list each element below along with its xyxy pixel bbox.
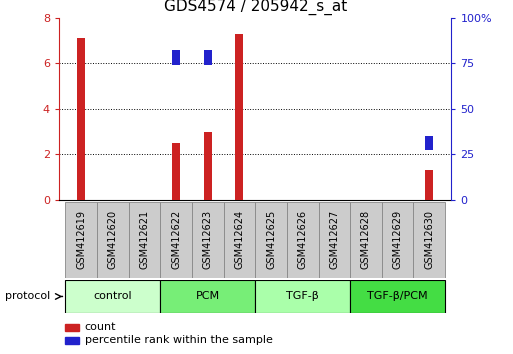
- FancyBboxPatch shape: [65, 280, 160, 313]
- Text: control: control: [93, 291, 132, 302]
- Text: GSM412626: GSM412626: [298, 210, 308, 269]
- FancyBboxPatch shape: [65, 202, 97, 278]
- Text: GSM412628: GSM412628: [361, 210, 371, 269]
- Bar: [172, 50, 180, 65]
- Text: GSM412619: GSM412619: [76, 210, 86, 269]
- FancyBboxPatch shape: [192, 202, 224, 278]
- FancyBboxPatch shape: [350, 280, 445, 313]
- Text: GSM412630: GSM412630: [424, 210, 435, 269]
- Bar: [204, 132, 212, 200]
- Text: GSM412625: GSM412625: [266, 210, 276, 269]
- Text: GSM412627: GSM412627: [329, 210, 339, 269]
- Text: percentile rank within the sample: percentile rank within the sample: [85, 336, 272, 346]
- Text: GSM412620: GSM412620: [108, 210, 118, 269]
- Text: GSM412624: GSM412624: [234, 210, 244, 269]
- Text: protocol: protocol: [5, 291, 50, 301]
- FancyBboxPatch shape: [382, 202, 413, 278]
- FancyBboxPatch shape: [255, 280, 350, 313]
- Bar: [425, 170, 433, 200]
- Text: PCM: PCM: [195, 291, 220, 302]
- Text: count: count: [85, 322, 116, 332]
- Bar: [172, 143, 180, 200]
- FancyBboxPatch shape: [129, 202, 160, 278]
- Text: GSM412622: GSM412622: [171, 210, 181, 269]
- FancyBboxPatch shape: [319, 202, 350, 278]
- Bar: [65, 337, 78, 344]
- FancyBboxPatch shape: [160, 280, 255, 313]
- Title: GDS4574 / 205942_s_at: GDS4574 / 205942_s_at: [164, 0, 347, 15]
- FancyBboxPatch shape: [287, 202, 319, 278]
- Bar: [65, 324, 78, 331]
- Bar: [235, 34, 243, 200]
- Text: GSM412629: GSM412629: [392, 210, 403, 269]
- FancyBboxPatch shape: [224, 202, 255, 278]
- Text: TGF-β/PCM: TGF-β/PCM: [367, 291, 428, 302]
- FancyBboxPatch shape: [160, 202, 192, 278]
- Text: TGF-β: TGF-β: [286, 291, 319, 302]
- Bar: [77, 38, 85, 200]
- Bar: [204, 50, 212, 65]
- Bar: [425, 136, 433, 150]
- FancyBboxPatch shape: [413, 202, 445, 278]
- FancyBboxPatch shape: [255, 202, 287, 278]
- FancyBboxPatch shape: [350, 202, 382, 278]
- Text: GSM412623: GSM412623: [203, 210, 213, 269]
- FancyBboxPatch shape: [97, 202, 129, 278]
- Text: GSM412621: GSM412621: [140, 210, 149, 269]
